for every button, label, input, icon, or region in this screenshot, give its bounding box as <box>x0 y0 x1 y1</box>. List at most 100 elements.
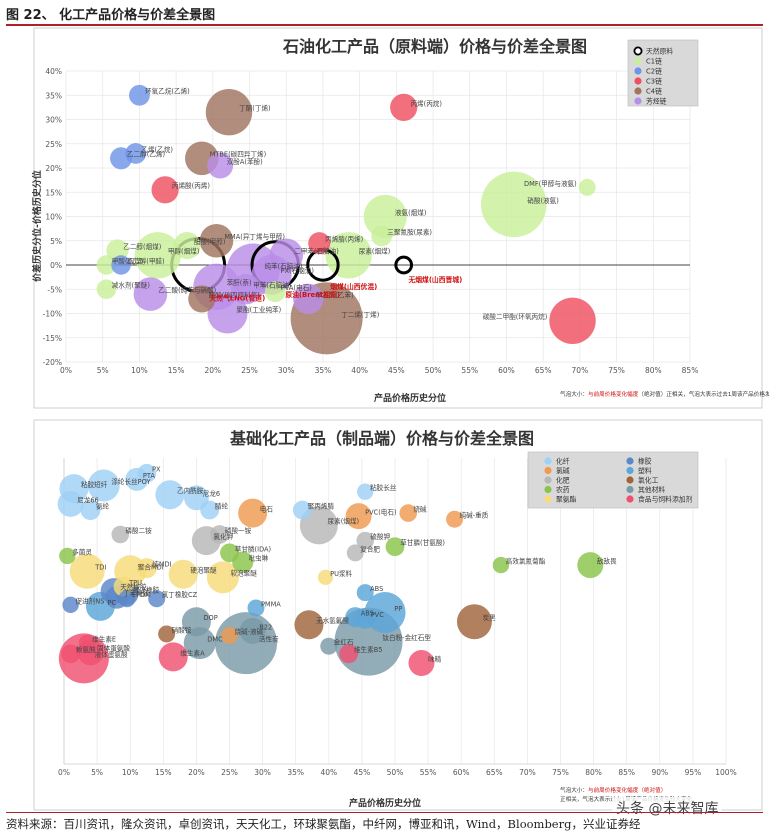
top-bubble-36 <box>394 255 414 275</box>
bot-bubble-label-39: 促进剂NS <box>75 596 104 605</box>
bot-bubble-label-31: 软泡聚醚 <box>230 569 257 578</box>
top-bubble-label-32: 碳酸二甲酯(环氧丙烷) <box>483 312 548 321</box>
bot-bubble-10 <box>238 498 268 528</box>
bot-bubble-label-29: 纯MDI <box>152 560 171 569</box>
top-size-note-prefix: 气泡大小： <box>560 390 588 398</box>
bot-bubble-label-14: 纯碱-重质 <box>460 511 489 520</box>
top-bubble-21 <box>96 279 117 300</box>
bot-legend-label-5: 橡胶 <box>638 457 652 466</box>
top-bubble-19 <box>96 255 117 275</box>
top-bubble-label-2: 乙二醇(乙烯) <box>127 150 165 159</box>
top-bubble-label-34: 原油(Brent期货) <box>285 290 340 299</box>
top-bubble-label-11: 三聚氰胺(尿素) <box>387 227 432 236</box>
top-legend-swatch-2 <box>634 67 642 75</box>
bot-bubble-label-62: 味精 <box>428 654 442 663</box>
top-legend-swatch-0 <box>633 46 643 56</box>
bot-bubble-37 <box>118 590 136 608</box>
bot-bubble-label-2: 涤纶长丝POY <box>111 477 151 486</box>
bot-bubble-label-55: 金红石 <box>334 638 354 647</box>
bottom-bubbles <box>57 463 604 684</box>
bot-bubble-4 <box>155 480 185 510</box>
bot-bubble-25 <box>492 556 510 574</box>
bot-bubble-label-51: 烧碱-液碱 <box>234 627 263 636</box>
top-x-tick-17: 85% <box>682 366 699 375</box>
top-bubble-label-7: 丙烯酸(丙烯) <box>172 181 210 190</box>
top-x-tick-6: 30% <box>278 366 295 375</box>
top-x-tick-7: 35% <box>315 366 332 375</box>
bot-bubble-label-11: 聚丙烯腈 <box>308 501 335 510</box>
bot-bubble-14 <box>446 510 464 528</box>
bot-bubble-47 <box>294 610 324 640</box>
top-bubble-label-13: 丙烯腈(丙烯) <box>325 235 363 244</box>
top-x-tick-14: 70% <box>572 366 589 375</box>
bot-bubble-label-12: PVC(电石) <box>365 508 396 517</box>
bot-legend-swatch-9 <box>626 495 634 503</box>
bot-bubble-29 <box>136 558 157 579</box>
top-x-tick-1: 5% <box>97 366 109 375</box>
top-bubble-3 <box>205 89 253 136</box>
bot-x-tick-13: 65% <box>486 768 503 777</box>
bot-x-tick-2: 10% <box>122 768 139 777</box>
bot-bubble-label-1: PTA <box>143 472 155 480</box>
bot-x-tick-17: 85% <box>618 768 635 777</box>
top-bubble-label-31: 聚酯(工业纯苯) <box>237 305 282 314</box>
bot-bubble-label-50: 硝酸铵 <box>172 625 192 634</box>
top-y-tick-6: 10% <box>45 213 62 222</box>
bot-legend-swatch-2 <box>544 476 552 484</box>
top-bubble-11 <box>371 225 393 247</box>
top-bubble-label-27: 甲苯(石脑油) <box>253 281 291 290</box>
bot-bubble-label-54: DMC <box>207 636 223 644</box>
bot-x-tick-4: 20% <box>188 768 205 777</box>
top-y-tick-8: 0% <box>50 261 62 270</box>
figure-title: 图 22、 化工产品价格与价差全景图 <box>6 8 216 23</box>
bot-bubble-label-8: 腈纶 <box>215 501 229 510</box>
bot-bubble-46 <box>181 607 211 637</box>
bot-bubble-51 <box>221 626 238 644</box>
bot-x-tick-20: 100% <box>715 768 736 777</box>
top-size-note-red: 与前周价格变化幅度 <box>588 390 639 398</box>
top-legend-label-4: C4链 <box>646 87 662 96</box>
bot-bubble-label-35: 顺丁橡胶 <box>133 586 160 595</box>
bot-bubble-20 <box>385 537 405 557</box>
bot-bubble-label-4: 乙内酰胺 <box>177 486 204 495</box>
bot-bubble-label-56: 维生素E <box>92 635 116 644</box>
bot-bubble-label-47: 无水氢氟酸 <box>316 616 349 625</box>
top-bubbles <box>96 84 596 355</box>
bot-bubble-label-43: PP <box>394 605 402 613</box>
bot-bubble-label-37: EPDM <box>132 591 151 599</box>
top-bubble-label-16: 醋酸(甲醇) <box>194 237 226 246</box>
bot-x-tick-11: 55% <box>420 768 437 777</box>
watermark: 头条 @未来智库 <box>612 797 723 819</box>
bot-bubble-39 <box>62 596 79 614</box>
top-bubble-label-9: 硝酸(液氨) <box>527 196 559 205</box>
top-bubble-label-18: 甲醇(烟煤) <box>168 247 200 256</box>
bot-bubble-label-32: PU浆料 <box>330 569 352 578</box>
bot-x-tick-9: 45% <box>354 768 371 777</box>
bot-bubble-label-40: PC <box>107 599 116 607</box>
bot-bubble-label-9: 粘胶长丝 <box>370 483 397 492</box>
bot-bubble-27 <box>69 553 105 589</box>
bot-bubble-16 <box>210 525 229 544</box>
bot-bubble-label-46: DOP <box>203 614 217 622</box>
top-legend-swatch-3 <box>634 77 642 85</box>
top-bubble-label-8: 液氨(烟煤) <box>395 208 427 217</box>
top-y-tick-12: -20% <box>43 358 62 367</box>
top-x-tick-3: 15% <box>168 366 185 375</box>
top-bubble-9 <box>481 171 547 238</box>
top-bubble-label-14: 尿素(烟煤) <box>359 247 391 256</box>
top-y-tick-4: 20% <box>45 164 62 173</box>
bot-bubble-31 <box>206 561 239 594</box>
top-bubble-label-36: 无烟煤(山西晋城) <box>407 275 462 284</box>
top-bubble-4 <box>390 93 418 121</box>
bot-bubble-60 <box>61 644 81 664</box>
top-y-tick-10: -10% <box>43 310 62 319</box>
top-bubble-12 <box>199 223 234 258</box>
title-rule <box>6 24 763 26</box>
top-y-tick-0: 40% <box>45 67 62 76</box>
bot-bubble-43 <box>364 592 406 634</box>
top-bubble-22 <box>133 277 168 311</box>
top-x-tick-13: 65% <box>535 366 552 375</box>
top-bubble-1 <box>125 143 147 164</box>
bot-bubble-label-17: 磷酸二铵 <box>125 526 152 535</box>
